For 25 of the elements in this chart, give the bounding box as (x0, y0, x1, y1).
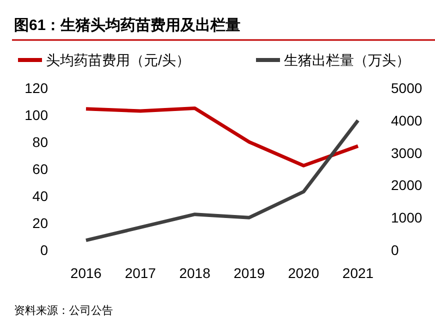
y-tick-label: 60 (32, 161, 48, 177)
x-tick-label: 2020 (288, 265, 320, 281)
legend-label: 生猪出栏量（万头） (284, 52, 410, 68)
y2-tick-label: 0 (391, 242, 399, 258)
line-series (84, 106, 360, 168)
x-tick-label: 2017 (124, 265, 156, 281)
y2-tick-label: 3000 (391, 144, 422, 161)
y-tick-label: 100 (24, 107, 48, 123)
y-tick-label: 80 (32, 134, 48, 150)
x-tick-label: 2016 (70, 265, 102, 281)
y-tick-label: 120 (24, 80, 48, 96)
y-tick-label: 20 (32, 215, 48, 231)
y-tick-label: 40 (32, 188, 48, 204)
text: 资料来源：公司公告 (14, 304, 113, 317)
x-tick-label: 2018 (179, 265, 211, 281)
y2-tick-label: 2000 (391, 177, 422, 194)
x-tick-label: 2021 (342, 265, 374, 281)
y2-tick-label: 5000 (391, 80, 422, 96)
line-series (84, 118, 360, 242)
chart-title: 图61：生猪头均药苗费用及出栏量 (14, 17, 241, 34)
legend-label: 头均药苗费用（元/头） (46, 52, 190, 68)
x-tick-label: 2019 (234, 265, 265, 281)
y-tick-label: 0 (40, 242, 48, 258)
y2-tick-label: 4000 (391, 112, 422, 128)
y2-tick-label: 1000 (391, 210, 422, 226)
